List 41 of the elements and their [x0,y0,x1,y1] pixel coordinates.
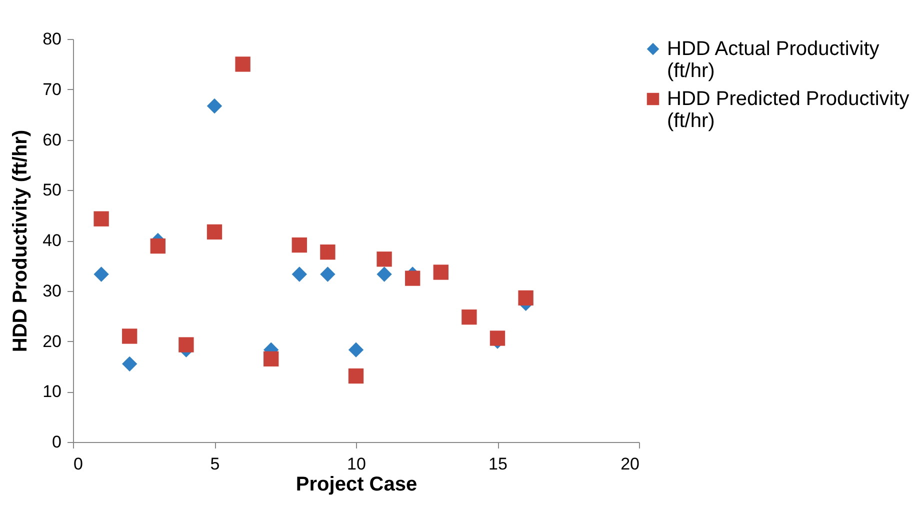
point [122,328,138,344]
point [206,224,222,240]
point [94,266,109,282]
point [376,266,392,282]
point [348,342,364,358]
legend-label: HDD Predicted Productivity (ft/hr) [667,88,910,132]
y-tick-label: 70 [42,80,62,99]
point [490,330,506,346]
point [405,270,420,286]
point [376,252,392,267]
point [235,56,250,72]
y-tick-label: 50 [42,180,62,200]
x-tick-label: 5 [210,454,220,474]
point [206,98,222,114]
point [264,351,279,366]
point [320,244,336,260]
point [122,356,138,372]
x-tick-label: 10 [347,454,366,474]
x-tick-label: 20 [620,454,640,474]
point [178,337,194,352]
y-tick-label: 80 [42,30,62,48]
point [292,266,307,282]
point [433,264,448,280]
legend-label: HDD Actual Productivity (ft/hr) [667,38,880,82]
point [348,368,364,384]
point [292,237,307,253]
y-tick-label: 0 [52,432,62,452]
y-axis-title: HDD Productivity (ft/hr) [10,130,32,352]
point [150,238,166,254]
x-tick-label: 15 [488,454,508,474]
y-tick-label: 60 [42,130,62,150]
y-tick-label: 40 [42,231,62,250]
x-axis-title: Project Case [296,474,418,496]
y-tick-label: 10 [42,382,62,402]
point [462,309,477,325]
y-tick-label: 30 [42,281,62,300]
y-tick-label: 20 [42,332,62,351]
point [94,211,109,226]
x-tick-label: 0 [74,454,83,474]
point [320,266,336,282]
point [518,290,534,306]
